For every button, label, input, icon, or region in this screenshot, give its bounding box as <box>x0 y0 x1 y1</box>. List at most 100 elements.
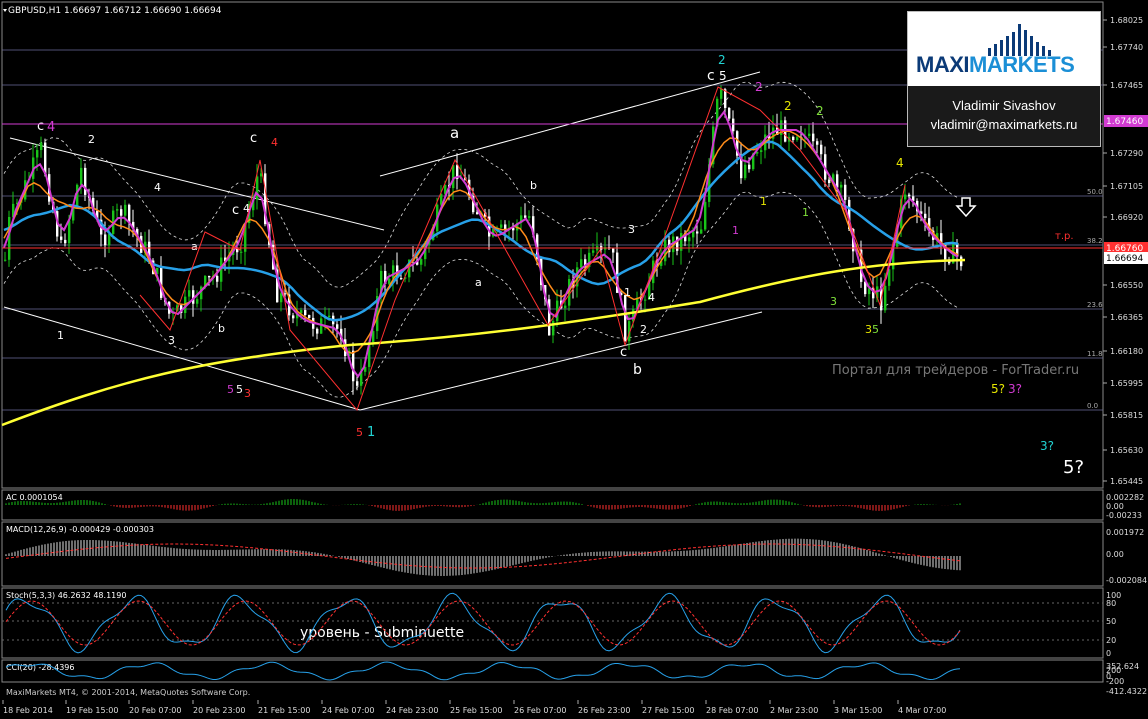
current-price-label: 1.66694 <box>1106 254 1143 264</box>
candle-body <box>356 381 359 386</box>
price-tick-label: 1.67740 <box>1110 43 1143 52</box>
author-card: Vladimir Sivashov vladimir@maximarkets.r… <box>908 86 1100 146</box>
time-tick-label: 20 Feb 07:00 <box>129 706 181 715</box>
panel-tick-stoch: 0 <box>1106 649 1111 658</box>
candle-body <box>444 184 447 194</box>
candle-body <box>728 107 731 119</box>
candle-body <box>468 179 471 196</box>
candle-body <box>684 233 687 242</box>
candle-body <box>556 300 559 322</box>
candle-body <box>16 202 19 204</box>
candle-body <box>768 134 771 139</box>
candle-body <box>364 366 367 372</box>
wave-label: 3 <box>168 334 175 347</box>
wave-label: 3 <box>830 295 837 308</box>
candle-body <box>440 193 443 205</box>
bollinger-lower <box>3 191 959 398</box>
panel-tick-cci: 352.624 <box>1106 662 1139 671</box>
price-axis: 1.68025 1.67740 1.67465 1.67290 1.67105 1.669… <box>1103 16 1143 486</box>
candle-body <box>408 259 411 278</box>
panel-tick-ac: -0.00233 <box>1106 511 1142 520</box>
candle-body <box>4 259 7 261</box>
candle-body <box>264 173 267 225</box>
chevron-down-icon[interactable] <box>3 9 7 12</box>
wave-label: 4 <box>154 181 161 194</box>
candle-body <box>872 288 875 299</box>
candle-body <box>488 216 491 237</box>
wave-label: b <box>633 362 642 378</box>
candle-body <box>188 290 191 297</box>
candle-body <box>316 328 319 334</box>
candle-body <box>116 209 119 211</box>
panel-frame-macd <box>1 521 1104 587</box>
author-email: vladimir@maximarkets.ru <box>930 117 1078 132</box>
candle-body <box>64 239 67 244</box>
time-tick-label: 20 Feb 23:00 <box>193 706 245 715</box>
candle-body <box>208 275 211 278</box>
candle-body <box>220 257 223 282</box>
wave-label: 5 <box>872 323 879 336</box>
candle-body <box>816 141 819 145</box>
candle-body <box>636 298 639 309</box>
candle-body <box>156 267 159 274</box>
candle-body <box>80 167 83 185</box>
candle-body <box>760 150 763 152</box>
candle-body <box>284 293 287 295</box>
candle-body <box>120 209 123 216</box>
wave-label: c <box>37 119 44 134</box>
indicator-panels: AC 0.0001054 0.0022820.00-0.00233MACD(12,… <box>1 489 1147 696</box>
candle-body <box>616 252 619 293</box>
time-axis: 18 Feb 2014 19 Feb 15:00 20 Feb 07:00 20 Fe… <box>2 700 946 715</box>
wave-label: 3 <box>244 387 251 400</box>
candle-body <box>520 215 523 223</box>
candle-body <box>632 308 635 322</box>
panel-tick-macd: -0.002084 <box>1106 576 1147 585</box>
candle-body <box>628 321 631 342</box>
ma-orange <box>3 130 959 355</box>
candle-body <box>308 315 311 318</box>
panel-tick-cci: -412.4322 <box>1106 687 1147 696</box>
price-tick-label: 1.67290 <box>1110 149 1143 158</box>
wave-label: 1 <box>57 329 64 342</box>
wave-label: c <box>620 345 627 360</box>
time-tick-label: 4 Mar 07:00 <box>898 706 946 715</box>
candle-body <box>276 269 279 303</box>
candle-body <box>940 233 943 245</box>
candle-body <box>516 222 519 231</box>
moving-averages <box>1 110 966 427</box>
logo-bars-icon <box>988 24 1051 56</box>
candle-body <box>96 210 99 220</box>
candle-body <box>892 246 895 270</box>
candle-body <box>572 279 575 287</box>
wave-label: 4 <box>648 291 655 304</box>
ma-blue <box>3 140 959 322</box>
candle-body <box>200 286 203 300</box>
channel-line <box>359 311 763 411</box>
candle-body <box>552 321 555 336</box>
panel-tick-cci: 200 <box>1106 666 1121 675</box>
candle-body <box>524 215 527 218</box>
time-tick-label: 26 Feb 23:00 <box>578 706 630 715</box>
candle-body <box>688 237 691 242</box>
candle-body <box>744 164 747 179</box>
candle-body <box>912 196 915 201</box>
wave-label: 3? <box>1040 439 1054 453</box>
current-price-tag <box>1104 252 1148 264</box>
candle-body <box>68 220 71 244</box>
candle-body <box>700 229 703 234</box>
panel-tick-stoch: 100 <box>1106 591 1121 600</box>
candle-body <box>740 155 743 179</box>
candle-body <box>192 290 195 304</box>
candle-body <box>384 270 387 284</box>
candle-body <box>300 310 303 314</box>
wave-label: 3? <box>1008 382 1022 396</box>
red-zigzag <box>139 86 906 411</box>
wave-label: 3 <box>628 223 635 236</box>
fib-label: 11.8 <box>1087 350 1103 358</box>
candle-body <box>296 313 299 319</box>
panel-title-ac: AC 0.0001054 <box>6 493 63 502</box>
price-tick-label: 1.68025 <box>1110 16 1143 25</box>
candle-body <box>828 179 831 183</box>
candle-body <box>796 137 799 141</box>
wave-label: 2 <box>718 53 726 67</box>
